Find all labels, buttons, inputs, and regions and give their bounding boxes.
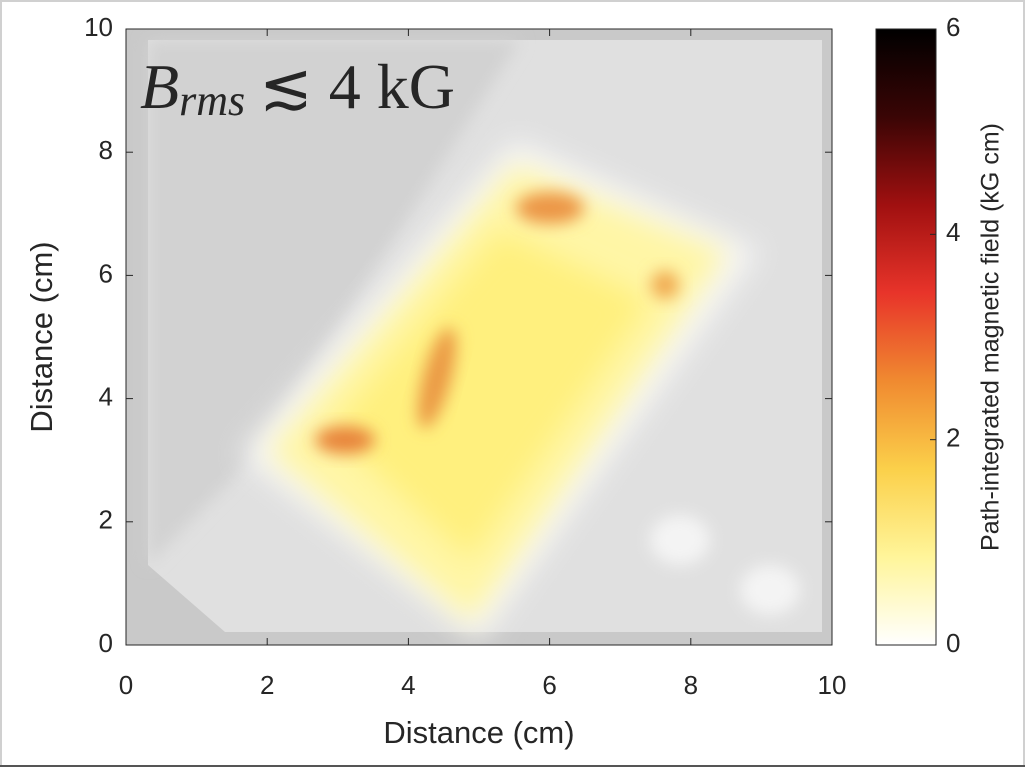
annotation-base: B (140, 51, 179, 122)
x-tick-label: 4 (401, 670, 415, 700)
annotation-sub: rms (179, 76, 245, 125)
x-tick-label: 2 (260, 670, 274, 700)
y-tick-label: 10 (84, 12, 113, 42)
y-tick-label: 0 (99, 628, 113, 658)
colorbar-tick-label: 0 (946, 628, 960, 658)
heatmap-image (126, 29, 832, 645)
colorbar-label: Path-integrated magnetic field (kG cm) (977, 123, 1005, 551)
y-tick-label: 6 (99, 258, 113, 288)
colorbar (875, 28, 937, 646)
annotation-rest: ≲ 4 kG (259, 51, 455, 122)
colorbar-tick-label: 6 (946, 12, 960, 42)
plot-border (125, 28, 833, 646)
x-tick-label: 8 (684, 670, 698, 700)
y-axis-label: Distance (cm) (24, 241, 59, 432)
colorbar-tick-label: 2 (946, 423, 960, 453)
colorbar-tick-label: 4 (946, 217, 960, 247)
x-tick-label: 6 (542, 670, 556, 700)
y-tick-label: 8 (99, 135, 113, 165)
y-tick-label: 4 (99, 381, 113, 411)
x-tick-label: 0 (119, 670, 133, 700)
annotation: Brms ≲ 4 kG (140, 51, 455, 125)
y-tick-label: 2 (99, 505, 113, 535)
x-axis-label: Distance (cm) (383, 715, 574, 750)
x-tick-label: 10 (818, 670, 847, 700)
